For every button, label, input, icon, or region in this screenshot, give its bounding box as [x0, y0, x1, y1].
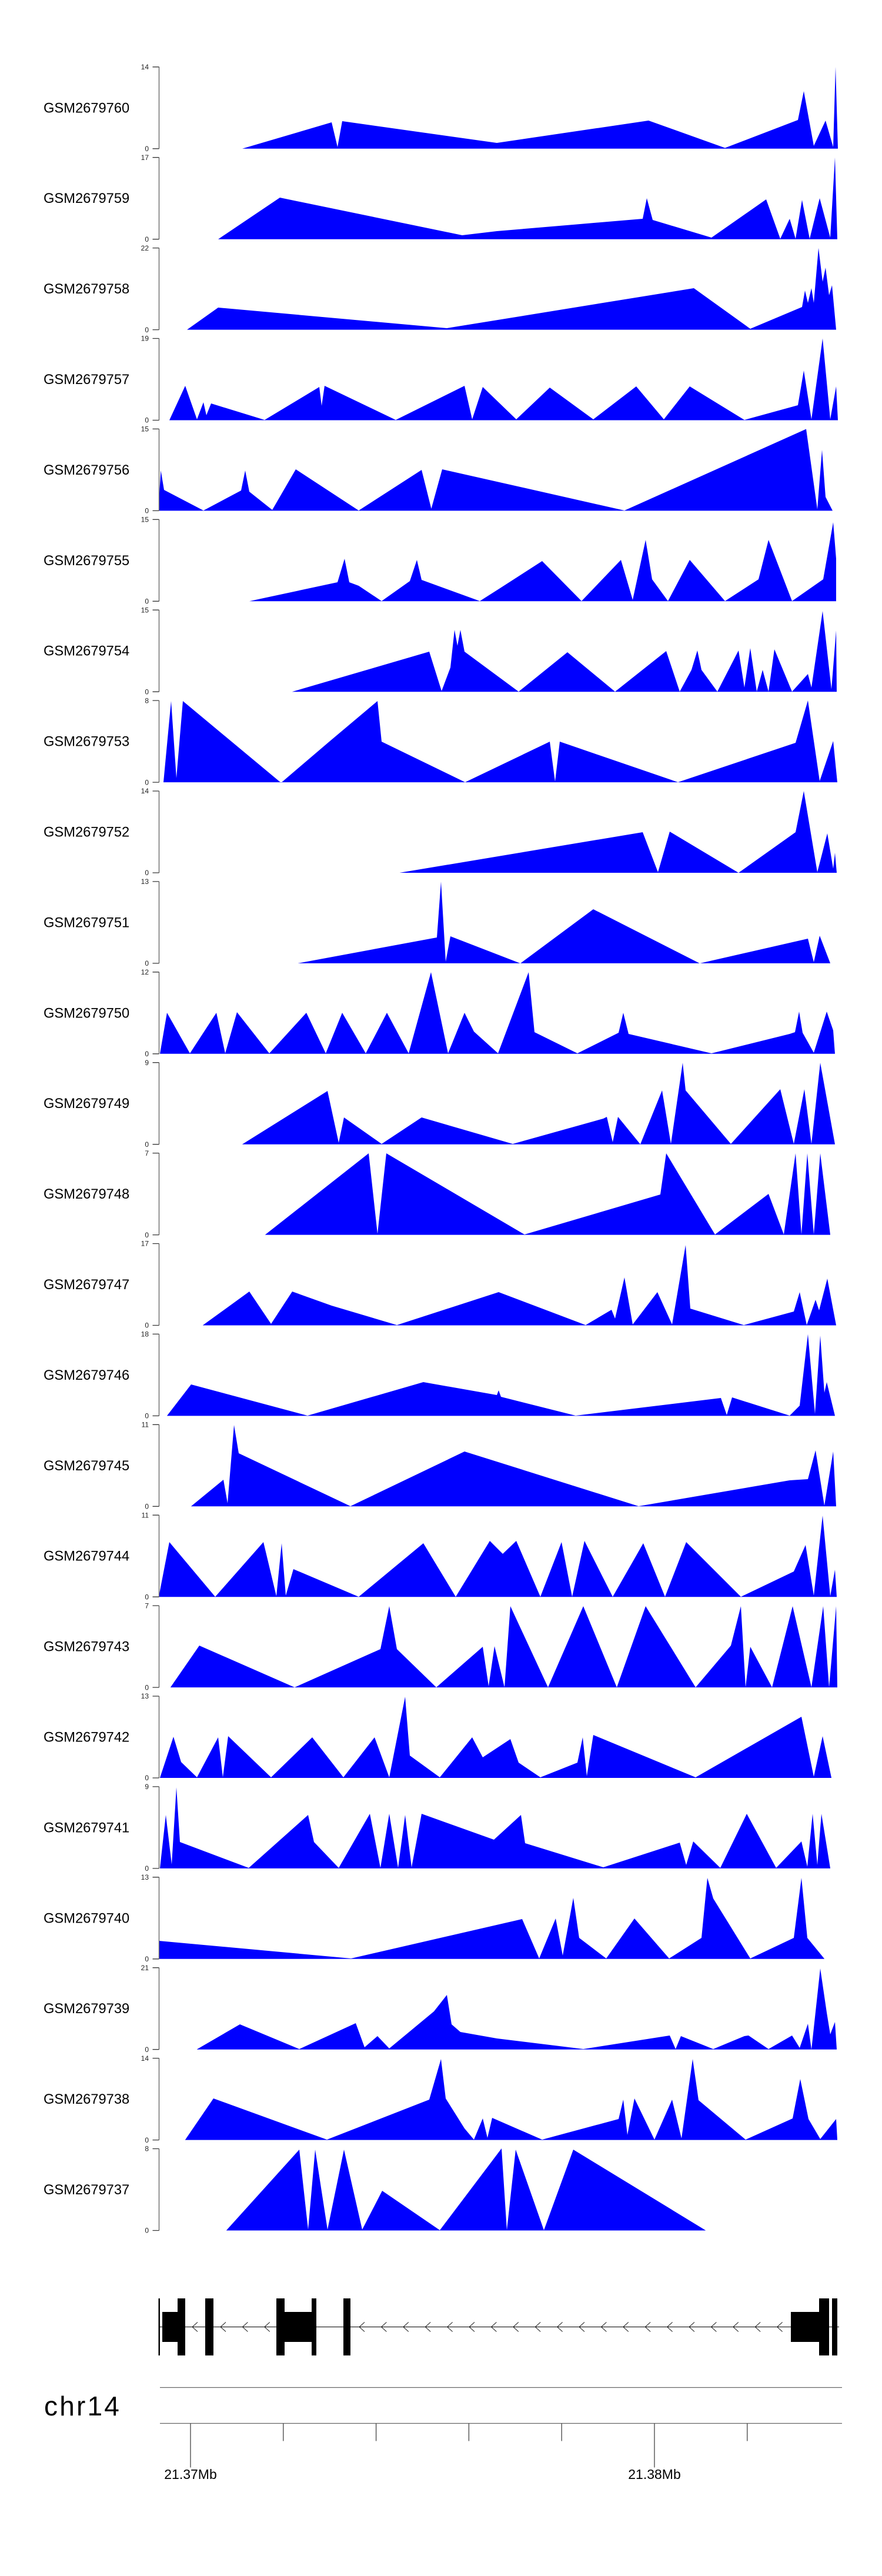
svg-text:GSM2679739: GSM2679739 — [44, 2001, 129, 2017]
svg-text:GSM2679738: GSM2679738 — [44, 2092, 129, 2107]
svg-text:GSM2679751: GSM2679751 — [44, 915, 129, 930]
svg-text:9: 9 — [145, 1783, 149, 1791]
svg-text:GSM2679759: GSM2679759 — [44, 191, 129, 206]
svg-text:18: 18 — [141, 1330, 149, 1339]
svg-text:chr14: chr14 — [44, 2391, 121, 2421]
svg-text:0: 0 — [145, 507, 149, 515]
svg-text:GSM2679757: GSM2679757 — [44, 372, 129, 388]
svg-text:0: 0 — [145, 326, 149, 334]
svg-text:GSM2679758: GSM2679758 — [44, 282, 129, 297]
svg-text:0: 0 — [145, 1593, 149, 1601]
svg-text:13: 13 — [141, 1873, 149, 1881]
svg-text:GSM2679747: GSM2679747 — [44, 1277, 129, 1293]
svg-text:14: 14 — [141, 2054, 149, 2063]
svg-text:0: 0 — [145, 1322, 149, 1330]
svg-text:8: 8 — [145, 696, 149, 705]
svg-text:GSM2679741: GSM2679741 — [44, 1820, 129, 1836]
svg-text:13: 13 — [141, 877, 149, 886]
svg-text:17: 17 — [141, 154, 149, 162]
svg-text:0: 0 — [145, 959, 149, 967]
svg-text:0: 0 — [145, 1503, 149, 1511]
svg-text:9: 9 — [145, 1059, 149, 1067]
svg-text:21.37Mb: 21.37Mb — [164, 2467, 217, 2482]
svg-text:0: 0 — [145, 688, 149, 696]
svg-text:0: 0 — [145, 2136, 149, 2144]
svg-text:0: 0 — [145, 1864, 149, 1873]
svg-text:11: 11 — [142, 1421, 149, 1429]
svg-text:15: 15 — [141, 516, 149, 524]
svg-text:14: 14 — [141, 63, 149, 71]
svg-text:7: 7 — [145, 1149, 149, 1157]
svg-text:GSM2679753: GSM2679753 — [44, 735, 129, 750]
svg-text:15: 15 — [141, 606, 149, 614]
svg-text:GSM2679743: GSM2679743 — [44, 1640, 129, 1655]
svg-text:0: 0 — [145, 1412, 149, 1420]
svg-text:15: 15 — [141, 425, 149, 433]
svg-text:0: 0 — [145, 2046, 149, 2054]
svg-text:21: 21 — [141, 1964, 149, 1972]
svg-text:GSM2679750: GSM2679750 — [44, 1006, 129, 1021]
svg-text:0: 0 — [145, 1140, 149, 1149]
svg-text:0: 0 — [145, 416, 149, 425]
svg-text:GSM2679742: GSM2679742 — [44, 1730, 129, 1746]
svg-text:0: 0 — [145, 235, 149, 243]
svg-text:0: 0 — [145, 778, 149, 786]
svg-text:11: 11 — [142, 1511, 149, 1519]
svg-text:14: 14 — [141, 787, 149, 795]
svg-text:19: 19 — [141, 335, 149, 343]
svg-text:0: 0 — [145, 1050, 149, 1058]
svg-text:GSM2679744: GSM2679744 — [44, 1549, 129, 1564]
svg-text:0: 0 — [145, 1683, 149, 1691]
svg-text:GSM2679748: GSM2679748 — [44, 1187, 129, 1202]
svg-text:0: 0 — [145, 1231, 149, 1239]
svg-text:13: 13 — [141, 1692, 149, 1700]
svg-text:22: 22 — [141, 244, 149, 252]
svg-text:0: 0 — [145, 145, 149, 153]
svg-text:GSM2679745: GSM2679745 — [44, 1459, 129, 1474]
svg-text:17: 17 — [141, 1240, 149, 1248]
svg-text:12: 12 — [141, 968, 149, 976]
svg-text:GSM2679755: GSM2679755 — [44, 553, 129, 569]
svg-text:0: 0 — [145, 1774, 149, 1782]
svg-text:GSM2679760: GSM2679760 — [44, 101, 129, 116]
svg-text:0: 0 — [145, 1955, 149, 1963]
svg-text:GSM2679749: GSM2679749 — [44, 1096, 129, 1112]
svg-text:0: 0 — [145, 2227, 149, 2235]
svg-text:GSM2679740: GSM2679740 — [44, 1911, 129, 1926]
svg-text:0: 0 — [145, 598, 149, 606]
svg-text:GSM2679754: GSM2679754 — [44, 644, 129, 659]
svg-text:0: 0 — [145, 869, 149, 877]
svg-text:GSM2679752: GSM2679752 — [44, 825, 129, 840]
svg-text:21.38Mb: 21.38Mb — [628, 2467, 681, 2482]
svg-text:GSM2679737: GSM2679737 — [44, 2183, 129, 2198]
svg-text:8: 8 — [145, 2145, 149, 2153]
svg-text:GSM2679756: GSM2679756 — [44, 463, 129, 478]
svg-text:7: 7 — [145, 1601, 149, 1610]
svg-text:GSM2679746: GSM2679746 — [44, 1368, 129, 1383]
